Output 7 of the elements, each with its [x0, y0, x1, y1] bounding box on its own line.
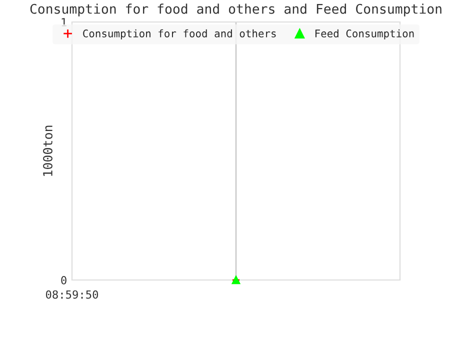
chart-title: Consumption for food and others and Feed Consumption [30, 4, 442, 16]
y-axis-title: 1000ton [43, 126, 52, 176]
text: 08:59:50 [46, 290, 98, 299]
legend-label: Consumption for food and others [83, 29, 276, 40]
y-tick-label: 0 [61, 276, 66, 284]
y-tick-label: 1 [62, 18, 66, 26]
legend-label: Feed Consumption [315, 29, 414, 40]
